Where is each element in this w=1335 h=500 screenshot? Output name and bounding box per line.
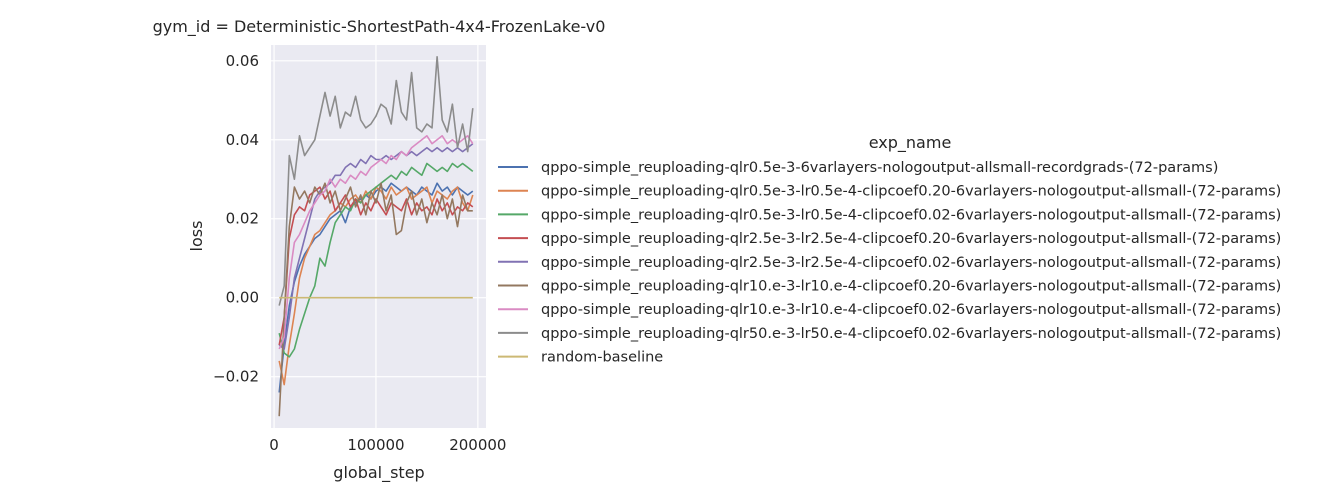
legend-entry: qppo-simple_reuploading-qlr10.e-3-lr10.e…	[541, 302, 1281, 318]
x-axis-label: global_step	[333, 463, 424, 483]
series-line-6	[278, 182, 473, 417]
legend-entry: qppo-simple_reuploading-qlr0.5e-3-6varla…	[541, 160, 1218, 176]
series-line-7	[278, 135, 474, 350]
y-tick-label: −0.02	[213, 368, 259, 386]
y-axis-label: loss	[187, 221, 206, 252]
x-tick-label: 0	[269, 436, 279, 454]
legend-entry: qppo-simple_reuploading-qlr0.5e-3-lr0.5e…	[541, 207, 1281, 223]
series-line-4	[278, 186, 474, 346]
legend-entry: qppo-simple_reuploading-qlr10.e-3-lr10.e…	[541, 279, 1281, 295]
series-line-5	[278, 143, 474, 350]
y-tick-label: 0.00	[226, 289, 259, 307]
legend: exp_name qppo-simple_reuploading-qlr0.5e…	[498, 133, 1281, 366]
y-ticks: −0.02 0.00 0.02 0.04 0.06	[213, 52, 259, 386]
legend-entry: qppo-simple_reuploading-qlr2.5e-3-lr2.5e…	[541, 231, 1281, 247]
x-tick-label: 200000	[449, 436, 506, 454]
x-tick-label: 100000	[347, 436, 404, 454]
y-tick-label: 0.06	[226, 52, 259, 70]
y-tick-label: 0.04	[226, 131, 259, 149]
series-line-3	[278, 162, 474, 358]
x-ticks: 0 100000 200000	[269, 436, 506, 454]
legend-title: exp_name	[869, 133, 952, 153]
legend-entry: random-baseline	[541, 350, 663, 366]
plot-area	[271, 45, 486, 428]
legend-entry: qppo-simple_reuploading-qlr0.5e-3-lr0.5e…	[541, 184, 1281, 200]
legend-entry: qppo-simple_reuploading-qlr2.5e-3-lr2.5e…	[541, 255, 1281, 271]
series-line-8	[278, 55, 474, 306]
series-lines	[278, 55, 474, 417]
chart-title: gym_id = Deterministic-ShortestPath-4x4-…	[153, 17, 606, 37]
y-tick-label: 0.02	[226, 210, 259, 228]
legend-entry: qppo-simple_reuploading-qlr50.e-3-lr50.e…	[541, 326, 1281, 342]
